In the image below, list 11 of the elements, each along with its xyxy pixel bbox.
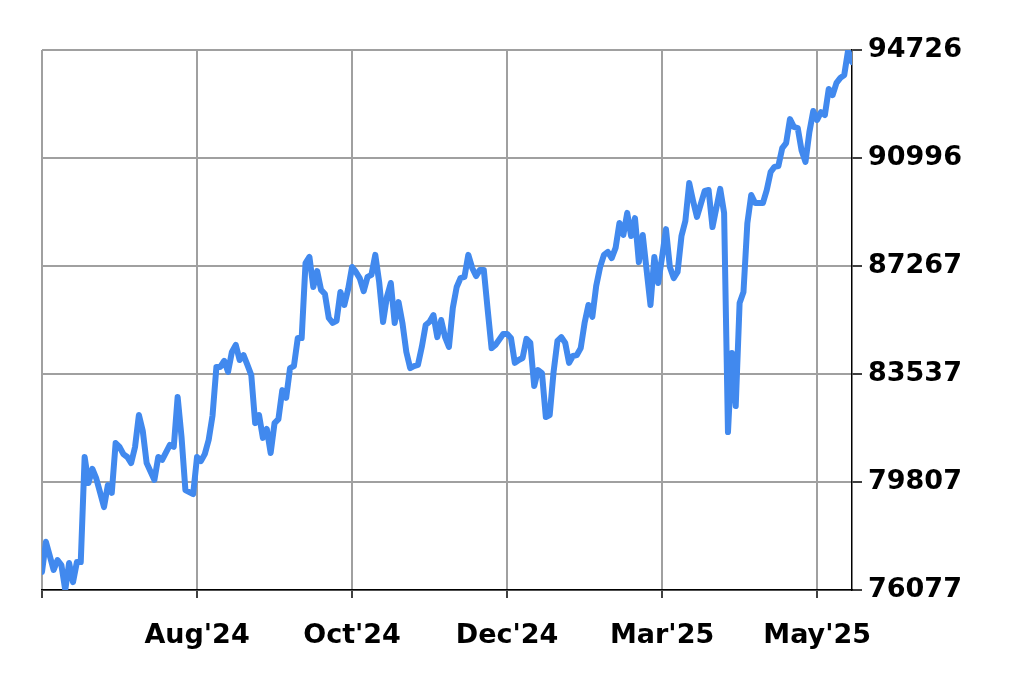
x-tick-label: Mar'25 xyxy=(609,618,715,650)
y-tick-label: 76077 xyxy=(868,572,962,604)
x-tick-label: Dec'24 xyxy=(455,618,559,650)
y-tick-label: 90996 xyxy=(868,140,962,172)
x-tick-label: May'25 xyxy=(763,618,871,650)
x-tick-label: Oct'24 xyxy=(303,618,401,650)
y-tick-label: 94726 xyxy=(868,32,962,64)
x-tick-label: Aug'24 xyxy=(144,618,250,650)
y-tick-label: 79807 xyxy=(868,464,962,496)
y-tick-label: 83537 xyxy=(868,356,962,387)
y-tick-label: 87267 xyxy=(868,248,962,279)
